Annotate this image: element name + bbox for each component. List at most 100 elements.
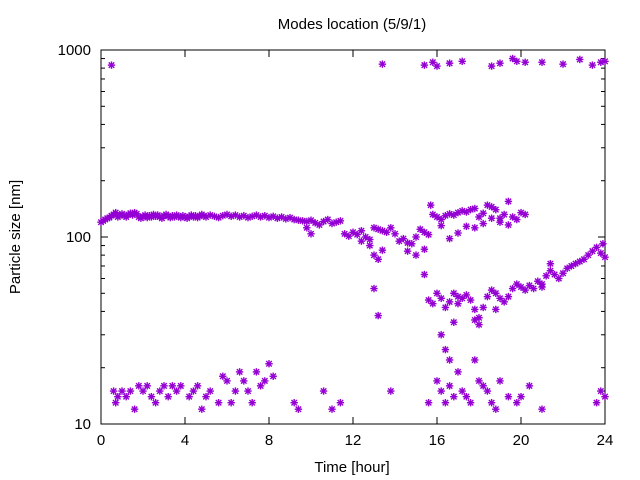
data-point <box>487 62 496 70</box>
data-point <box>492 289 500 297</box>
data-point <box>479 209 487 217</box>
y-axis: 10 100 1000 <box>58 42 605 433</box>
data-point <box>445 356 454 364</box>
data-point <box>508 54 517 63</box>
data-point <box>441 398 450 407</box>
data-point <box>466 296 475 304</box>
data-point <box>513 215 521 224</box>
data-point <box>458 387 466 395</box>
data-point <box>521 210 529 219</box>
data-point <box>599 240 607 248</box>
data-point <box>248 398 256 407</box>
data-point <box>135 382 143 390</box>
y-tick-label: 1000 <box>58 42 91 59</box>
data-point <box>160 382 168 390</box>
data-point <box>185 392 193 401</box>
data-point <box>219 372 227 380</box>
y-axis-label: Particle size [nm] <box>7 180 24 294</box>
data-point <box>437 221 445 230</box>
data-point <box>408 240 416 248</box>
data-point <box>437 331 445 339</box>
data-point <box>483 387 492 395</box>
x-tick-label: 8 <box>265 432 273 449</box>
data-point <box>378 60 387 68</box>
data-point <box>265 360 273 368</box>
x-tick-label: 16 <box>429 432 446 449</box>
data-point <box>424 230 433 239</box>
data-points <box>97 54 609 413</box>
data-point <box>424 398 433 407</box>
data-point <box>496 218 504 226</box>
data-point <box>479 219 487 228</box>
data-point <box>601 253 609 261</box>
data-point <box>445 234 454 243</box>
data-point <box>500 298 508 306</box>
data-point <box>504 292 513 301</box>
data-point <box>475 377 483 385</box>
data-point <box>471 356 479 364</box>
data-point <box>441 211 450 220</box>
data-point <box>437 387 445 395</box>
data-point <box>303 224 311 232</box>
data-point <box>412 251 420 259</box>
data-point <box>269 372 277 380</box>
data-point <box>521 58 529 66</box>
data-point <box>336 217 345 225</box>
data-point <box>441 303 450 312</box>
data-point <box>261 377 269 385</box>
data-point <box>538 58 546 66</box>
data-point <box>445 59 454 67</box>
data-point <box>441 345 450 354</box>
data-point <box>164 392 172 401</box>
data-point <box>126 387 135 395</box>
data-point <box>462 208 471 216</box>
data-point <box>592 398 601 407</box>
data-point <box>487 214 496 222</box>
data-point <box>567 262 576 270</box>
data-point <box>529 284 538 293</box>
data-point <box>399 234 408 243</box>
x-axis-label: Time [hour] <box>314 459 389 476</box>
data-point <box>231 387 240 395</box>
data-point <box>139 387 147 395</box>
data-point <box>357 227 366 235</box>
data-point <box>177 382 185 390</box>
chart-title: Modes location (5/9/1) <box>278 16 426 33</box>
data-point <box>601 57 609 66</box>
data-point <box>223 377 231 385</box>
data-point <box>576 55 584 64</box>
data-point <box>433 289 441 297</box>
data-point <box>387 224 395 232</box>
data-point <box>294 216 303 224</box>
data-point <box>328 405 336 413</box>
data-point <box>107 61 116 69</box>
data-point <box>374 311 382 320</box>
data-point <box>500 210 508 219</box>
data-point <box>450 392 458 401</box>
data-point <box>240 377 248 385</box>
data-point <box>504 392 513 401</box>
data-point <box>118 387 126 395</box>
data-point <box>427 201 435 209</box>
data-point <box>588 61 597 69</box>
data-point <box>378 246 387 254</box>
data-point <box>487 398 496 407</box>
data-point <box>504 197 513 206</box>
data-point <box>336 398 345 407</box>
data-point <box>319 387 328 395</box>
data-point <box>433 62 441 70</box>
data-point <box>487 286 496 294</box>
data-point <box>475 320 483 329</box>
data-point <box>471 224 479 232</box>
data-point <box>412 233 420 241</box>
data-point <box>202 392 210 401</box>
data-point <box>172 387 181 395</box>
data-point <box>492 305 500 314</box>
data-point <box>454 299 462 308</box>
data-point <box>496 59 504 67</box>
x-tick-label: 4 <box>181 432 189 449</box>
data-point <box>525 382 534 390</box>
data-point <box>151 398 160 407</box>
data-point <box>189 387 198 395</box>
